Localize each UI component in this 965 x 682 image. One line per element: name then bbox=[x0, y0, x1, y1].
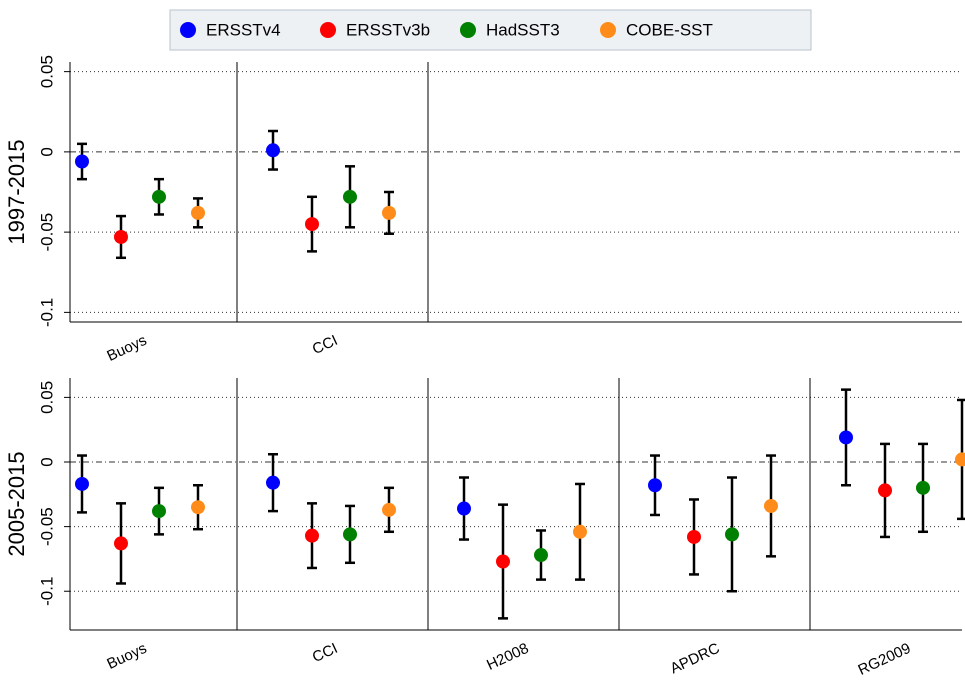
point bbox=[191, 205, 205, 220]
point bbox=[496, 554, 510, 569]
point bbox=[114, 536, 128, 551]
point bbox=[725, 527, 739, 542]
point bbox=[382, 205, 396, 220]
y-tick-label: 0 bbox=[37, 457, 56, 466]
point bbox=[152, 504, 166, 519]
point bbox=[305, 528, 319, 543]
y-tick-label: -0.1 bbox=[37, 298, 56, 327]
x-tick-label: CCI bbox=[310, 332, 341, 358]
legend-marker bbox=[460, 22, 476, 38]
legend-marker bbox=[180, 22, 196, 38]
point bbox=[75, 154, 89, 169]
point bbox=[764, 498, 778, 513]
legend-label: COBE-SST bbox=[626, 20, 713, 39]
point bbox=[916, 480, 930, 495]
x-tick-label: APDRC bbox=[668, 640, 723, 678]
legend-label: ERSSTv4 bbox=[206, 20, 281, 39]
x-tick-label: H2008 bbox=[484, 640, 531, 674]
y-tick-label: -0.05 bbox=[37, 507, 56, 546]
x-tick-label: RG2009 bbox=[856, 640, 914, 679]
point bbox=[191, 500, 205, 515]
x-tick-label: CCI bbox=[310, 640, 341, 666]
y-tick-label: 0.05 bbox=[37, 55, 56, 88]
x-tick-label: Buoys bbox=[104, 640, 149, 673]
point bbox=[305, 217, 319, 232]
point bbox=[573, 524, 587, 539]
point bbox=[534, 548, 548, 563]
point bbox=[343, 189, 357, 204]
point bbox=[266, 143, 280, 158]
point bbox=[955, 452, 965, 467]
point bbox=[878, 483, 892, 498]
point bbox=[839, 430, 853, 445]
legend-marker bbox=[600, 22, 616, 38]
point bbox=[687, 529, 701, 544]
y-tick-label: 0 bbox=[37, 147, 56, 156]
point bbox=[457, 501, 471, 516]
legend-label: HadSST3 bbox=[486, 20, 560, 39]
point bbox=[343, 527, 357, 542]
y-axis-label: 1997-2015 bbox=[4, 139, 29, 244]
y-tick-label: -0.1 bbox=[37, 577, 56, 606]
x-tick-label: Buoys bbox=[104, 332, 149, 365]
legend-marker bbox=[320, 22, 336, 38]
legend-label: ERSSTv3b bbox=[346, 20, 430, 39]
legend-box bbox=[169, 9, 812, 51]
y-tick-label: 0.05 bbox=[37, 381, 56, 414]
point bbox=[648, 478, 662, 493]
y-axis-label: 2005-2015 bbox=[4, 451, 29, 556]
y-tick-label: -0.05 bbox=[37, 213, 56, 252]
point bbox=[382, 502, 396, 517]
point bbox=[75, 476, 89, 491]
point bbox=[266, 475, 280, 490]
point bbox=[114, 229, 128, 244]
point bbox=[152, 189, 166, 204]
